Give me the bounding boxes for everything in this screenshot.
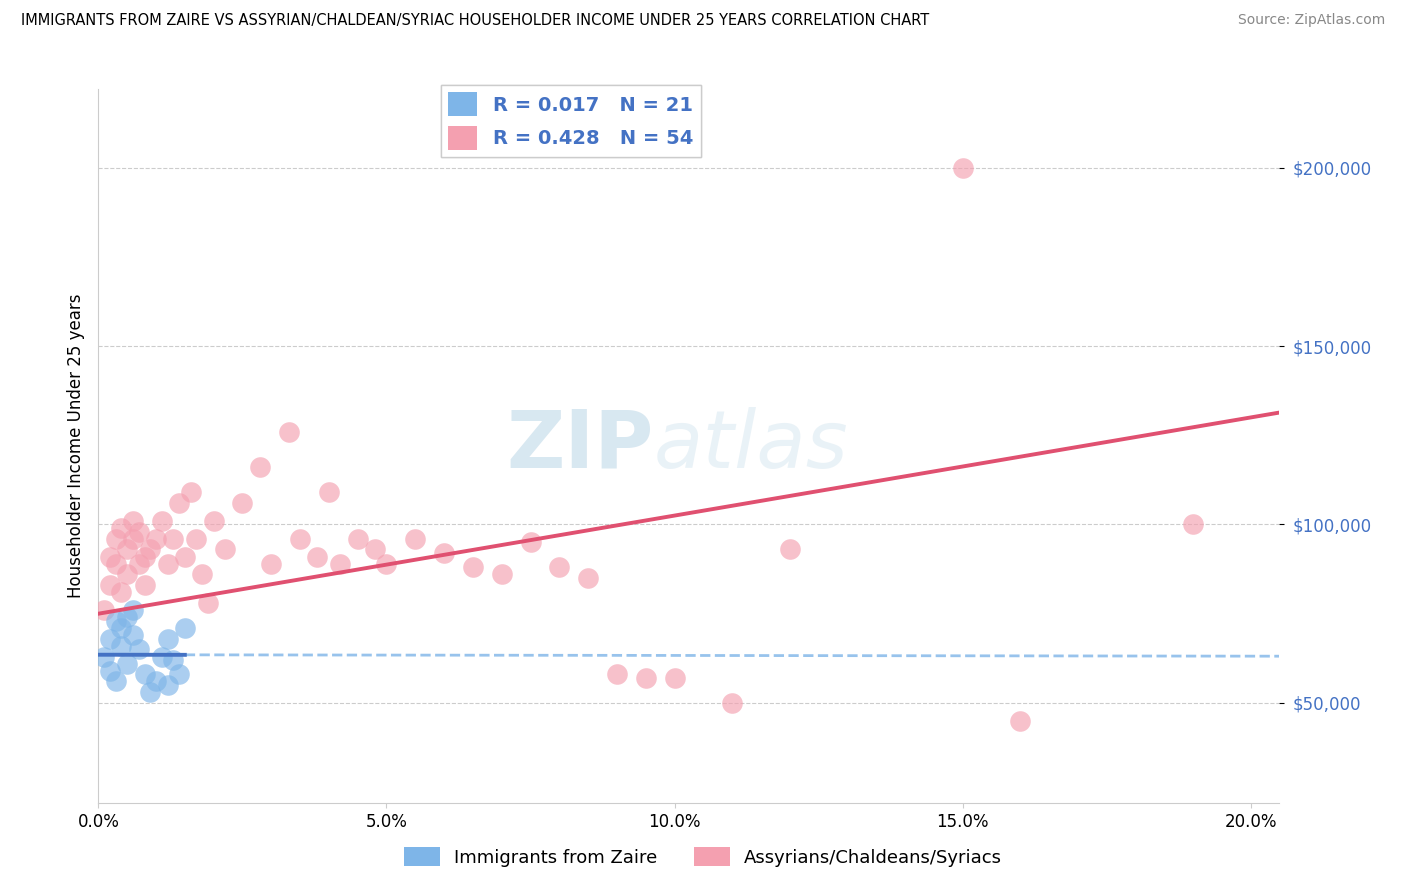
Point bbox=[307, 549, 329, 564]
Point bbox=[186, 532, 208, 546]
Y-axis label: Householder Income Under 25 years: Householder Income Under 25 years bbox=[66, 293, 84, 599]
Point bbox=[98, 664, 121, 678]
Point bbox=[318, 485, 340, 500]
Point bbox=[664, 671, 686, 685]
Point bbox=[167, 496, 190, 510]
Point bbox=[173, 549, 195, 564]
Point bbox=[180, 485, 202, 500]
Point bbox=[104, 614, 127, 628]
Point bbox=[104, 674, 127, 689]
Point bbox=[606, 667, 628, 681]
Point bbox=[156, 632, 179, 646]
Point bbox=[375, 557, 398, 571]
Legend: R = 0.017   N = 21, R = 0.428   N = 54: R = 0.017 N = 21, R = 0.428 N = 54 bbox=[440, 85, 702, 157]
Point bbox=[519, 535, 541, 549]
Point bbox=[433, 546, 456, 560]
Point bbox=[346, 532, 368, 546]
Point bbox=[134, 578, 156, 592]
Point bbox=[110, 521, 132, 535]
Point bbox=[122, 514, 145, 528]
Text: Source: ZipAtlas.com: Source: ZipAtlas.com bbox=[1237, 13, 1385, 28]
Point bbox=[104, 532, 127, 546]
Point bbox=[173, 621, 195, 635]
Point bbox=[115, 567, 138, 582]
Point bbox=[150, 649, 173, 664]
Point bbox=[139, 542, 162, 557]
Point bbox=[156, 678, 179, 692]
Point bbox=[128, 642, 150, 657]
Point bbox=[115, 542, 138, 557]
Point bbox=[98, 578, 121, 592]
Point bbox=[98, 549, 121, 564]
Point bbox=[491, 567, 513, 582]
Point bbox=[197, 596, 219, 610]
Point bbox=[162, 653, 184, 667]
Point bbox=[461, 560, 484, 574]
Point bbox=[122, 532, 145, 546]
Point bbox=[110, 621, 132, 635]
Point bbox=[162, 532, 184, 546]
Text: IMMIGRANTS FROM ZAIRE VS ASSYRIAN/CHALDEAN/SYRIAC HOUSEHOLDER INCOME UNDER 25 YE: IMMIGRANTS FROM ZAIRE VS ASSYRIAN/CHALDE… bbox=[21, 13, 929, 29]
Point bbox=[122, 628, 145, 642]
Point bbox=[404, 532, 426, 546]
Point bbox=[98, 632, 121, 646]
Point bbox=[288, 532, 311, 546]
Point bbox=[1010, 714, 1032, 728]
Point bbox=[548, 560, 571, 574]
Text: atlas: atlas bbox=[654, 407, 848, 485]
Point bbox=[93, 649, 115, 664]
Point bbox=[576, 571, 599, 585]
Point bbox=[329, 557, 352, 571]
Point bbox=[634, 671, 657, 685]
Point bbox=[231, 496, 253, 510]
Point bbox=[145, 532, 167, 546]
Point bbox=[214, 542, 236, 557]
Point bbox=[93, 603, 115, 617]
Point bbox=[110, 639, 132, 653]
Point bbox=[167, 667, 190, 681]
Point bbox=[122, 603, 145, 617]
Point bbox=[364, 542, 387, 557]
Point bbox=[952, 161, 974, 175]
Point bbox=[145, 674, 167, 689]
Point bbox=[191, 567, 214, 582]
Point bbox=[134, 667, 156, 681]
Text: ZIP: ZIP bbox=[506, 407, 654, 485]
Legend: Immigrants from Zaire, Assyrians/Chaldeans/Syriacs: Immigrants from Zaire, Assyrians/Chaldea… bbox=[396, 840, 1010, 874]
Point bbox=[128, 524, 150, 539]
Point bbox=[202, 514, 225, 528]
Point bbox=[277, 425, 299, 439]
Point bbox=[260, 557, 283, 571]
Point bbox=[779, 542, 801, 557]
Point bbox=[104, 557, 127, 571]
Point bbox=[150, 514, 173, 528]
Point bbox=[139, 685, 162, 699]
Point bbox=[156, 557, 179, 571]
Point bbox=[721, 696, 744, 710]
Point bbox=[115, 657, 138, 671]
Point bbox=[1182, 517, 1205, 532]
Point bbox=[249, 460, 271, 475]
Point bbox=[128, 557, 150, 571]
Point bbox=[110, 585, 132, 599]
Point bbox=[115, 610, 138, 624]
Point bbox=[134, 549, 156, 564]
